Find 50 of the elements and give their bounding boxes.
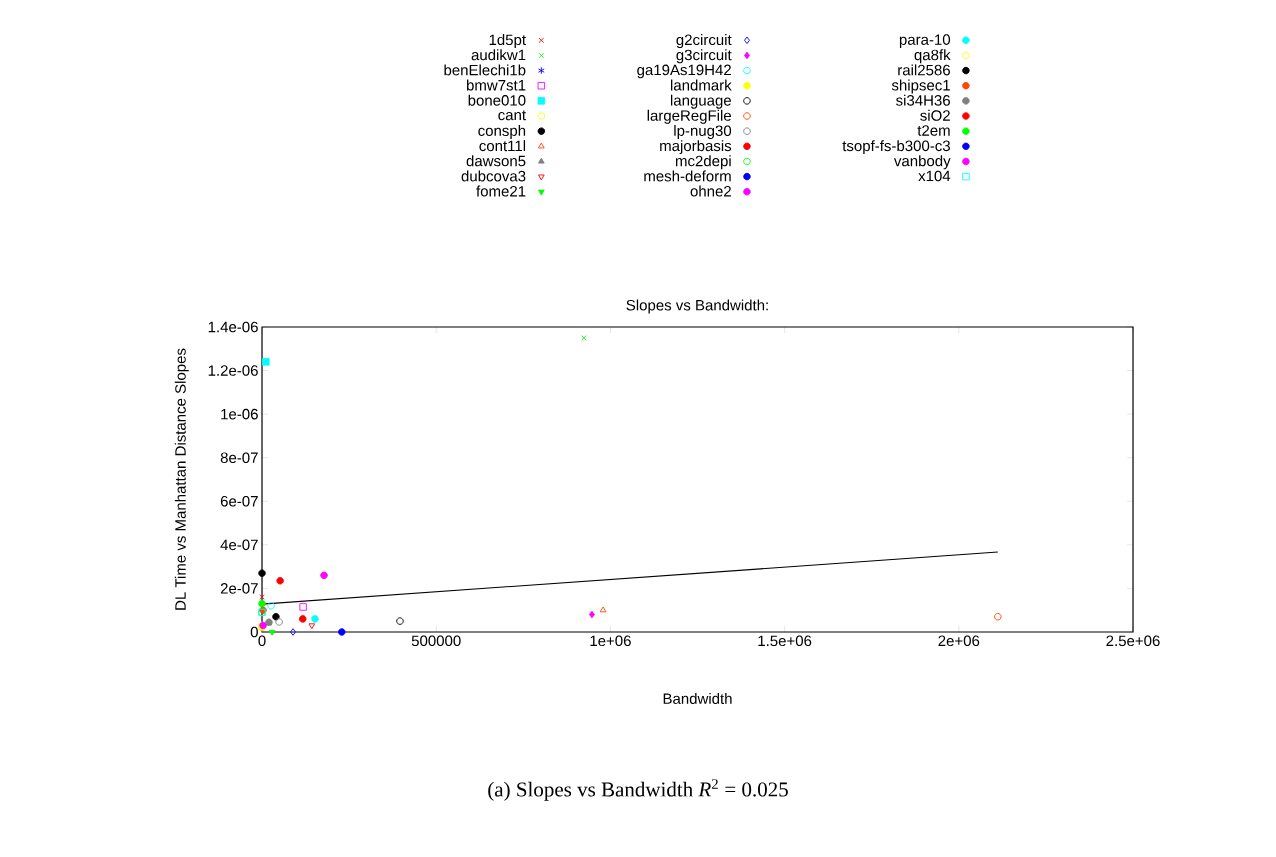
chart-title: Slopes vs Bandwidth: bbox=[626, 299, 768, 314]
x-tick-label: 0 bbox=[258, 635, 266, 647]
x-tick-label: 500000 bbox=[411, 635, 461, 647]
text: (a) Slopes vs Bandwidth R$^{2}$ = 0.025 bbox=[488, 779, 788, 801]
legend-label: siO2 bbox=[920, 109, 950, 121]
x-tick-label: 2e+06 bbox=[938, 635, 980, 647]
legend-label: audikw1 bbox=[471, 49, 526, 61]
legend-label: shipsec1 bbox=[891, 79, 950, 94]
legend-label: vanbody bbox=[893, 155, 951, 170]
y-axis-title: DL Time vs Manhattan Distance Slopes bbox=[174, 348, 189, 610]
legend-label: dubcova3 bbox=[461, 170, 526, 182]
legend-label: tsopf-fs-b300-c3 bbox=[842, 140, 950, 155]
legend-label: rail2586 bbox=[898, 64, 950, 76]
legend-label: 1d5pt bbox=[489, 34, 526, 49]
y-tick-label: 4e-07 bbox=[220, 539, 258, 551]
y-tick-label: 2e-07 bbox=[220, 583, 258, 594]
legend-label: t2em bbox=[917, 125, 950, 136]
legend-label: benElechi1b bbox=[444, 64, 526, 76]
x-axis-title: Bandwidth bbox=[663, 692, 732, 704]
x-tick-label: 2.5e+06 bbox=[1106, 635, 1160, 647]
legend-label: g3circuit bbox=[676, 49, 732, 64]
legend-label: qa8fk bbox=[914, 49, 951, 64]
legend-label: largeRegFile bbox=[647, 109, 731, 124]
legend-label: g2circuit bbox=[676, 34, 732, 49]
legend-label: bone010 bbox=[468, 94, 526, 106]
legend-label: mesh-deform bbox=[644, 170, 731, 182]
legend-label: ga19As19H42 bbox=[637, 64, 731, 79]
x-tick-label: 1.5e+06 bbox=[758, 635, 812, 647]
y-tick-label: 1.2e-06 bbox=[208, 365, 258, 376]
legend-label: lp-nug30 bbox=[674, 124, 732, 139]
legend-label: si34H36 bbox=[896, 94, 950, 106]
legend-label: cont11l bbox=[479, 140, 526, 152]
y-tick-label: 8e-07 bbox=[220, 452, 258, 463]
legend-label: ohne2 bbox=[690, 185, 731, 197]
y-tick-label: 1.4e-06 bbox=[208, 321, 258, 333]
legend-label: fome21 bbox=[476, 185, 526, 197]
legend-label: mc2depi bbox=[675, 155, 731, 170]
y-tick-label: 0 bbox=[250, 626, 258, 638]
legend-label: language bbox=[670, 94, 731, 109]
legend-label: landmark bbox=[671, 79, 732, 91]
y-tick-label: 6e-07 bbox=[220, 495, 258, 507]
legend-label: x104 bbox=[918, 170, 951, 182]
y-tick-label: 1e-06 bbox=[221, 408, 258, 420]
legend-label: dawson5 bbox=[466, 155, 526, 167]
legend-label: para-10 bbox=[899, 34, 951, 48]
legend-label: majorbasis bbox=[660, 140, 732, 155]
legend-label: consph bbox=[478, 124, 526, 139]
legend-label: bmw7st1 bbox=[467, 79, 526, 91]
x-tick-label: 1e+06 bbox=[590, 635, 631, 647]
legend-label: cant bbox=[498, 110, 526, 121]
